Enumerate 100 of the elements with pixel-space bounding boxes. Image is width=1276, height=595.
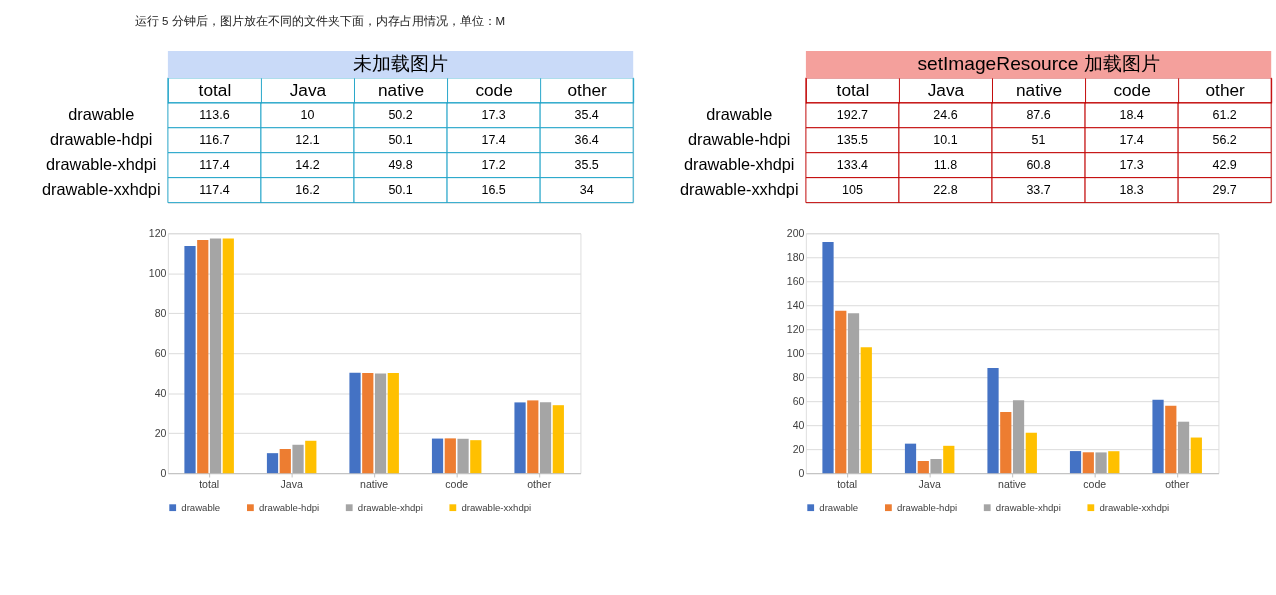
- bar: [917, 461, 929, 474]
- y-tick-label: 40: [792, 418, 805, 431]
- chart-title: 未加载图片: [353, 53, 449, 75]
- bar: [904, 443, 917, 474]
- bar: [222, 238, 234, 474]
- x-tick-label: other: [567, 79, 608, 100]
- bar: [822, 242, 834, 474]
- y-tick-label: drawable-hdpi: [50, 130, 153, 149]
- data-label: 12.1: [295, 133, 320, 148]
- y-tick-label: 180: [786, 250, 805, 263]
- data-label: 16.2: [295, 182, 320, 197]
- x-tick-label: total: [198, 79, 232, 100]
- data-label: 105: [842, 182, 863, 197]
- data-label: 133.4: [836, 158, 869, 173]
- y-tick-label: drawable: [68, 105, 135, 124]
- y-tick-label: 20: [154, 426, 167, 439]
- bar: [1069, 451, 1082, 474]
- data-label: 22.8: [933, 182, 958, 197]
- y-tick-label: 80: [154, 306, 167, 319]
- bar: [197, 239, 209, 474]
- data-label: 14.2: [295, 158, 320, 173]
- bar: [1177, 421, 1190, 474]
- y-tick-label: drawable-xxhdpi: [41, 179, 161, 198]
- legend-label: drawable-xhdpi: [357, 501, 423, 513]
- data-label: 60.8: [1026, 158, 1051, 173]
- bar: [514, 402, 526, 474]
- bar: [1108, 451, 1120, 474]
- y-tick-label: 0: [798, 466, 805, 479]
- bar: [266, 453, 279, 474]
- data-label: 192.7: [836, 108, 869, 123]
- x-tick-label: native: [360, 478, 389, 491]
- y-tick-label: 0: [160, 466, 167, 479]
- bar: [374, 373, 387, 474]
- data-label: 87.6: [1026, 108, 1051, 123]
- y-tick-label: 160: [786, 274, 805, 287]
- bar: [1082, 452, 1094, 474]
- x-tick-label: Java: [289, 79, 327, 100]
- y-tick-label: drawable: [706, 105, 773, 124]
- bar: [292, 444, 304, 474]
- bar: [835, 310, 847, 474]
- data-label: 50.2: [388, 108, 413, 123]
- y-tick-label: drawable-xhdpi: [683, 154, 795, 173]
- data-label: 18.3: [1119, 182, 1144, 197]
- data-label: 117.4: [199, 182, 230, 197]
- bar: [527, 400, 539, 474]
- bar: [552, 405, 564, 474]
- x-tick-label: total: [837, 478, 858, 491]
- y-tick-label: 140: [786, 298, 805, 311]
- chart-title: setImageResource 加载图片: [917, 53, 1160, 75]
- data-label: 50.1: [388, 133, 413, 148]
- y-tick-label: 100: [786, 346, 805, 359]
- data-label: 10.1: [933, 133, 958, 148]
- bar: [1095, 452, 1107, 474]
- data-label: 11.8: [933, 158, 958, 173]
- y-tick-label: 20: [792, 442, 805, 455]
- legend-label: drawable-xhdpi: [995, 501, 1061, 513]
- data-label: 24.6: [933, 108, 958, 123]
- legend-label: drawable-hdpi: [259, 501, 320, 513]
- data-label: 29.7: [1212, 182, 1237, 197]
- x-tick-label: Java: [918, 478, 941, 491]
- data-label: 49.8: [388, 158, 413, 173]
- bar: [279, 448, 291, 474]
- bar: [470, 440, 482, 474]
- data-label: 35.4: [574, 108, 599, 123]
- legend-label: drawable-hdpi: [897, 501, 958, 513]
- data-label: 17.4: [481, 133, 506, 148]
- bar: [209, 238, 222, 474]
- y-tick-label: drawable-hdpi: [688, 130, 791, 149]
- y-tick-label: 120: [786, 322, 805, 335]
- bar: [943, 445, 955, 474]
- data-label: 116.7: [199, 133, 230, 148]
- y-tick-label: 100: [148, 266, 167, 279]
- bar: [1165, 405, 1177, 474]
- x-tick-label: code: [445, 478, 469, 491]
- data-label: 10: [300, 108, 315, 123]
- data-label: 36.4: [574, 133, 599, 148]
- x-tick-label: other: [1165, 478, 1190, 491]
- bar: [1152, 399, 1164, 474]
- y-tick-label: 60: [792, 394, 805, 407]
- bar: [349, 372, 361, 474]
- x-tick-label: code: [1083, 478, 1107, 491]
- x-tick-label: native: [998, 478, 1027, 491]
- bar: [431, 438, 444, 474]
- data-label: 35.5: [574, 158, 599, 173]
- data-label: 61.2: [1212, 108, 1237, 123]
- y-tick-label: 120: [148, 226, 167, 239]
- bar: [305, 440, 317, 474]
- data-label: 34: [579, 182, 594, 197]
- data-label: 17.3: [1119, 158, 1144, 173]
- data-label: 17.3: [481, 108, 506, 123]
- bar: [860, 347, 872, 474]
- data-label: 117.4: [199, 158, 230, 173]
- bar: [444, 438, 456, 474]
- x-tick-label: total: [199, 478, 220, 491]
- data-label: 50.1: [388, 182, 413, 197]
- x-tick-label: other: [1205, 79, 1246, 100]
- data-label: 113.6: [199, 108, 230, 123]
- bar: [930, 459, 942, 474]
- legend-label: drawable: [819, 501, 859, 513]
- data-label: 51: [1031, 133, 1046, 148]
